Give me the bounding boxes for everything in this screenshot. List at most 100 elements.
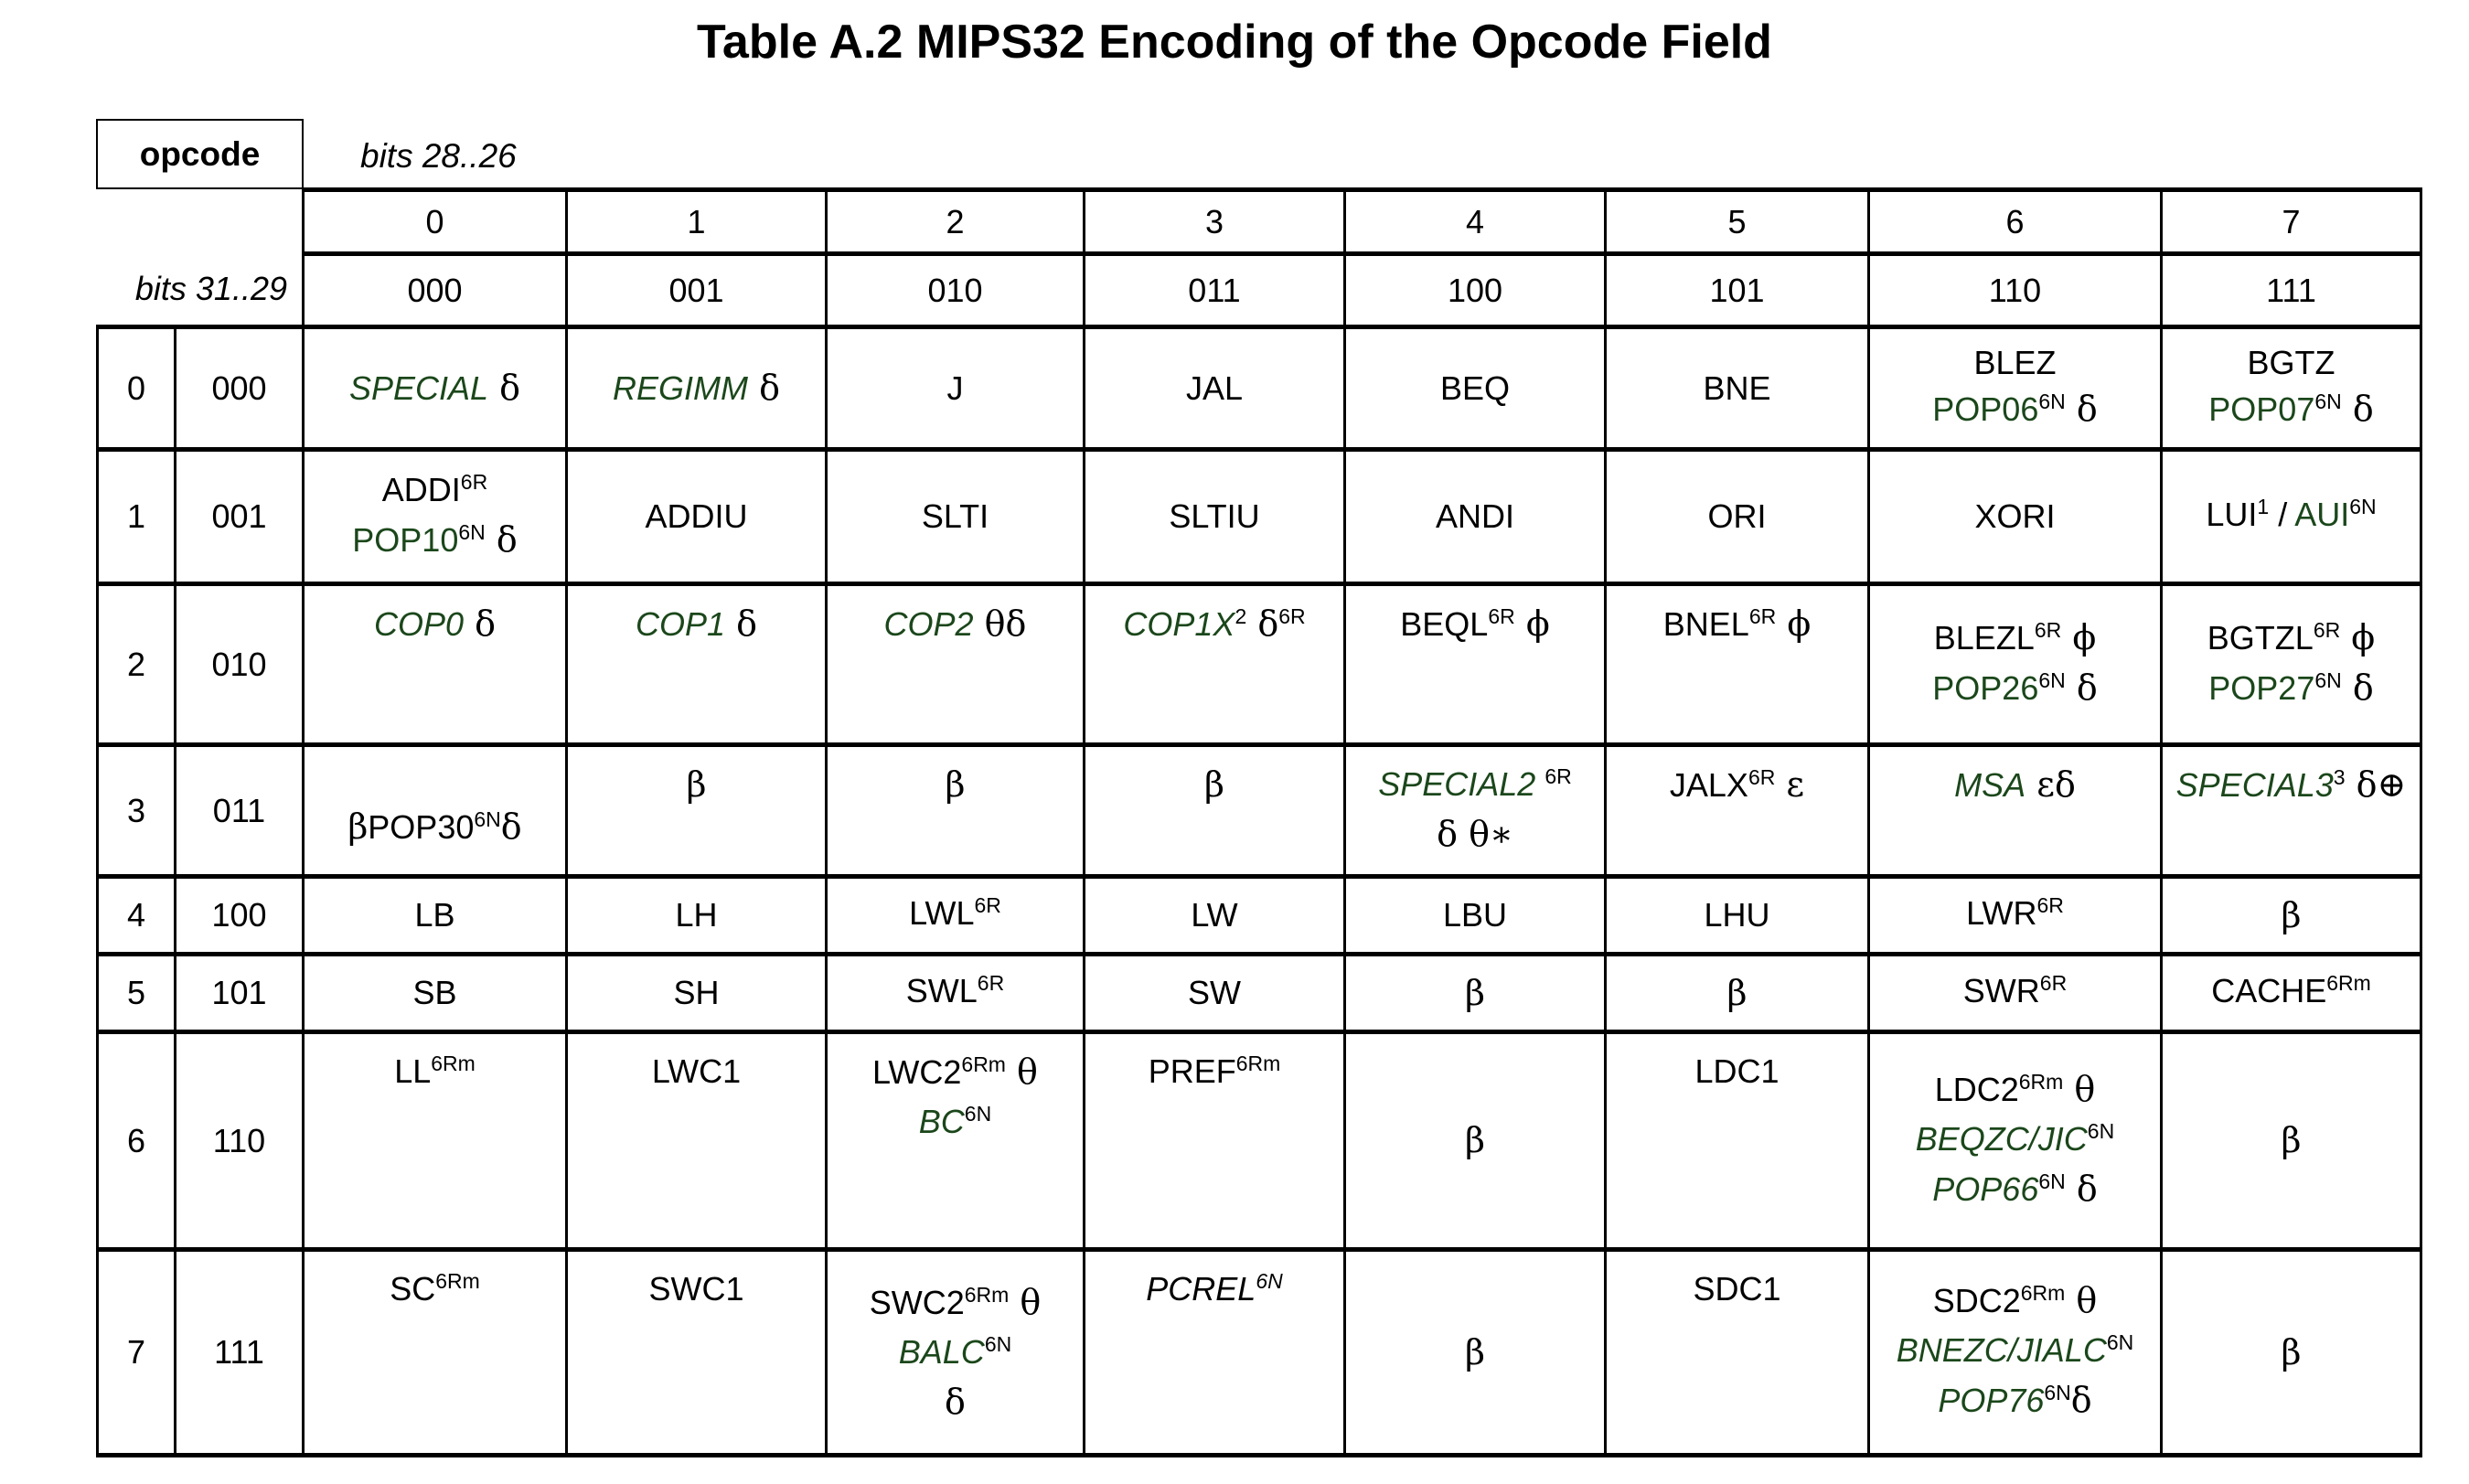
text-span: δ: [2341, 667, 2374, 708]
text-span: CACHE: [2211, 972, 2327, 1009]
cell-r5c5: β: [1604, 952, 1870, 1034]
text-span: θ: [2063, 1068, 2096, 1109]
text-span: SPECIAL: [348, 369, 489, 407]
cell-line: SW: [1087, 972, 1342, 1014]
col-header-4: 4: [1343, 187, 1607, 256]
col-header-0: 0: [302, 187, 568, 256]
cell-r2c5: BNEL6R ϕ: [1604, 582, 1870, 747]
cell-line: β: [1609, 972, 1866, 1015]
text-span: 6Rm: [431, 1052, 476, 1075]
cell-line: ADDIU: [570, 496, 824, 538]
text-span: SC: [390, 1270, 436, 1308]
cell-line: β: [1087, 763, 1342, 806]
text-span: δ⊕: [2345, 764, 2407, 805]
text-span: REGIMM: [613, 369, 749, 407]
cell-r4c6: LWR6R: [1867, 874, 2163, 956]
text-span: ϕ: [2061, 616, 2097, 657]
cell-line: PCREL6N: [1087, 1268, 1342, 1314]
col-bin-header-100: 100: [1343, 251, 1607, 329]
text-span: LDC1: [1694, 1052, 1780, 1090]
text-span: δ: [945, 1382, 966, 1422]
text-span: BNEL: [1662, 605, 1749, 643]
text-span: ϕ: [1776, 603, 1812, 644]
text-span: BEQL: [1400, 605, 1489, 643]
cell-line: JALX6R ε: [1609, 763, 1866, 810]
col-bin-header-010: 010: [825, 251, 1085, 329]
text-span: 6R: [977, 971, 1005, 995]
cell-line: SDC1: [1609, 1268, 1866, 1310]
text-span: ORI: [1707, 497, 1767, 535]
text-span: εδ: [2025, 764, 2076, 805]
cell-line: SLTI: [829, 496, 1082, 538]
col-bin-header-110: 110: [1867, 251, 2163, 329]
cell-line: BC6N: [829, 1101, 1082, 1147]
cell-r3c4: SPECIAL2 6R δ θ∗: [1343, 742, 1607, 879]
cell-r7c1: SWC1: [565, 1247, 828, 1457]
text-span: δ: [500, 806, 522, 847]
cell-r3c6: MSA εδ: [1867, 742, 2163, 879]
text-span: 6Rm: [964, 1283, 1010, 1307]
text-span: 6R: [2034, 617, 2062, 642]
text-span: LUI: [2206, 496, 2258, 533]
text-span: SDC2: [1932, 1282, 2021, 1319]
col-bin-header-011: 011: [1083, 251, 1346, 329]
text-span: COP2: [883, 605, 974, 643]
cell-line: MSA εδ: [1872, 763, 2159, 806]
text-span: 6R: [1748, 604, 1777, 628]
text-span: JALX: [1669, 766, 1748, 804]
row-bin-label: 010: [174, 582, 305, 747]
cell-r5c3: SW: [1083, 952, 1346, 1034]
row-bin-label: 001: [174, 447, 305, 586]
text-span: J: [946, 368, 964, 407]
cell-line: BLEZL6R ϕ: [1872, 616, 2159, 663]
cell-r6c1: LWC1: [565, 1030, 828, 1252]
cell-r3c0: βPOP306Nδ: [302, 742, 568, 879]
col-header-6: 6: [1867, 187, 2163, 256]
text-span: BEQZC/JIC: [1915, 1119, 2088, 1158]
text-span: LWC2: [872, 1053, 962, 1091]
opcode-label: opcode: [139, 134, 261, 173]
text-span: δ: [485, 518, 518, 560]
cell-r0c7: BGTZ POP076N δ: [2160, 325, 2422, 452]
text-span: SWL: [905, 972, 978, 1009]
text-span: BLEZL: [1933, 618, 2035, 657]
cell-r0c0: SPECIAL δ: [302, 325, 568, 452]
cell-line: LBU: [1348, 894, 1603, 936]
text-span: XORI: [1974, 497, 2056, 535]
cell-line: XORI: [1872, 496, 2159, 538]
cell-r1c3: SLTIU: [1083, 447, 1346, 586]
cell-r7c3: PCREL6N: [1083, 1247, 1346, 1457]
text-span: COP1: [635, 605, 726, 643]
col-header-5: 5: [1604, 187, 1870, 256]
text-span: 6N: [2349, 495, 2377, 518]
cell-r3c5: JALX6R ε: [1604, 742, 1870, 879]
col-header-2: 2: [825, 187, 1085, 256]
col-header-7: 7: [2160, 187, 2422, 256]
text-span: 6R: [2036, 893, 2064, 917]
cell-r3c3: β: [1083, 742, 1346, 879]
cell-r0c4: BEQ: [1343, 325, 1607, 452]
text-span: ADDI: [381, 470, 461, 508]
cell-r0c6: BLEZ POP066N δ: [1867, 325, 2163, 452]
cell-line: COP2 θδ: [829, 603, 1082, 646]
text-span: COP0: [373, 605, 465, 643]
text-span: 6Rm: [2018, 1069, 2064, 1094]
table-row: 0 000 SPECIAL δ REGIMM δ J JAL BEQ BNE BLEZ POP06…: [96, 325, 2422, 452]
text-span: ϕ: [1514, 603, 1550, 644]
text-span: β: [686, 764, 707, 805]
cell-line: LWL6R: [829, 892, 1082, 938]
cell-line: POP106N δ: [306, 518, 564, 565]
text-span: POP06: [1932, 390, 2039, 428]
text-span: BGTZ: [2247, 344, 2335, 381]
opcode-encoding-table: 0 1 2 3 4 5 6 7 bits 31..29 000 001 010 011 100 101 110…: [96, 187, 2422, 1457]
text-span: SWC2: [869, 1284, 965, 1321]
row-dec-label: 3: [96, 742, 176, 879]
cell-line: BNEZC/JIALC6N: [1872, 1329, 2159, 1375]
table-row: 1 001 ADDI6R POP106N δ ADDIU SLTI SLTIU ANDI ORI…: [96, 447, 2422, 586]
text-span: 6R: [2313, 617, 2341, 642]
text-span: θδ: [973, 603, 1027, 644]
row-dec-label: 6: [96, 1030, 176, 1252]
text-span: δ: [488, 368, 521, 408]
text-span: ADDIU: [645, 497, 748, 535]
